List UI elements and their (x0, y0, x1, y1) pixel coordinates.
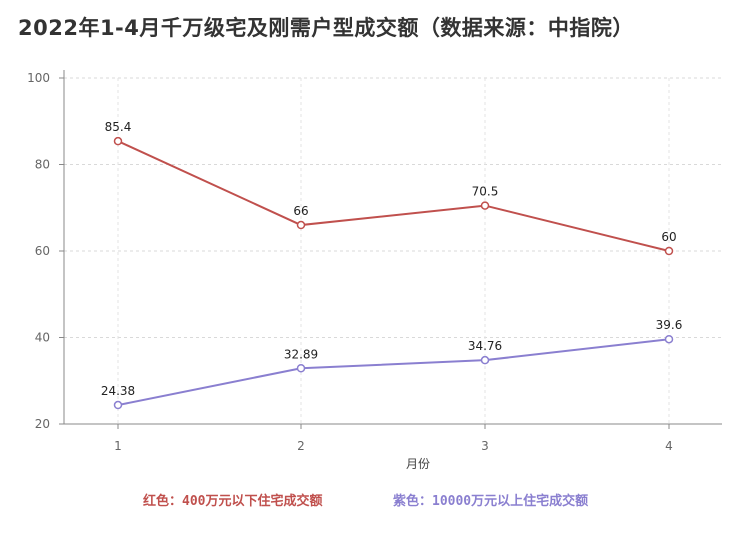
series-line (117, 140, 670, 252)
series-0: 85.4 66 70.5 60 (105, 120, 677, 256)
legend-entry-purple: 紫色：10000万元以上住宅成交额 (393, 494, 589, 509)
data-point (296, 220, 306, 230)
data-label: 66 (293, 204, 308, 218)
y-tick-labels: 20 40 60 80 100 (27, 71, 50, 431)
data-point (664, 334, 674, 344)
y-tick-label: 20 (35, 417, 50, 431)
data-label: 70.5 (472, 185, 499, 199)
x-tick-label: 3 (481, 439, 489, 453)
y-tick-label: 60 (35, 244, 50, 258)
y-tick-label: 40 (35, 331, 50, 345)
data-point (480, 355, 490, 365)
series-1: 24.38 32.89 34.76 39.6 (101, 318, 683, 410)
x-tick-label: 4 (665, 439, 673, 453)
data-point (664, 246, 674, 256)
data-point (296, 364, 306, 373)
x-tick-labels: 1 2 3 4 (114, 439, 673, 453)
data-point (113, 136, 123, 146)
x-axis-label: 月份 (406, 457, 430, 471)
data-label: 39.6 (656, 318, 683, 332)
x-tick-label: 2 (297, 439, 305, 453)
chart-title: 2022年1-4月千万级宅及刚需户型成交额（数据来源：中指院） (18, 16, 634, 40)
series-line (117, 338, 670, 407)
y-tick-label: 100 (27, 71, 50, 85)
grid-lines (64, 77, 722, 424)
data-point (480, 201, 490, 210)
data-label: 34.76 (468, 339, 502, 353)
x-tick-label: 1 (114, 439, 122, 453)
data-point (113, 400, 123, 410)
y-tick-label: 80 (35, 158, 50, 172)
data-label: 32.89 (284, 347, 318, 361)
data-label: 24.38 (101, 384, 135, 398)
legend-entry-red: 红色：400万元以下住宅成交额 (143, 494, 323, 509)
series-group: 85.4 66 70.5 60 24.38 32.89 34.76 39.6 (101, 120, 683, 410)
data-label: 85.4 (105, 120, 132, 134)
data-label: 60 (661, 230, 676, 244)
axes (59, 70, 722, 429)
